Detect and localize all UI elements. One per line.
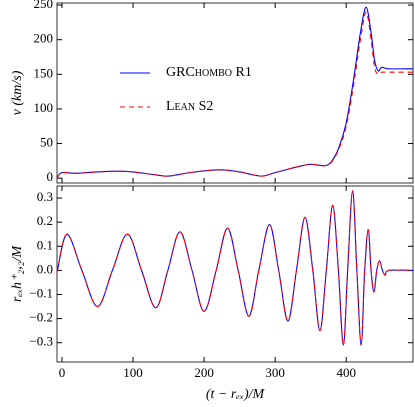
y-tick-label: 100 [34, 100, 54, 115]
y-tick-label: −0.3 [29, 334, 53, 349]
y-tick-label: −0.2 [29, 310, 53, 325]
y-tick-label: 50 [40, 135, 53, 150]
x-axis-label: (t − rₑₓ)/M [206, 387, 266, 402]
y-tick-label: 150 [34, 65, 54, 80]
plot-frame [56, 185, 414, 363]
y-tick-label: 0.1 [37, 237, 53, 252]
data-line [56, 11, 413, 179]
y-axis-label: rₑₓh⁺₂,₂/M [10, 245, 25, 303]
y-tick-label: 250 [34, 0, 54, 11]
data-line [56, 190, 414, 346]
legend-label: GRChombo R1 [166, 65, 252, 80]
legend-label: Lean S2 [166, 99, 213, 114]
y-tick-label: 200 [34, 31, 54, 46]
data-line [56, 6, 414, 179]
x-tick-label: 400 [336, 365, 356, 380]
y-tick-label: 0.0 [37, 261, 53, 276]
y-tick-label: 0 [47, 169, 54, 184]
plot-frame [56, 2, 414, 184]
x-tick-label: 200 [194, 365, 214, 380]
x-tick-label: 300 [265, 365, 285, 380]
y-tick-label: 0.3 [37, 189, 53, 204]
x-tick-label: 100 [123, 365, 143, 380]
y-tick-label: 0.2 [37, 213, 53, 228]
x-tick-label: 0 [59, 365, 66, 380]
y-tick-label: −0.1 [29, 285, 53, 300]
y-axis-label: v (km/s) [10, 70, 25, 115]
